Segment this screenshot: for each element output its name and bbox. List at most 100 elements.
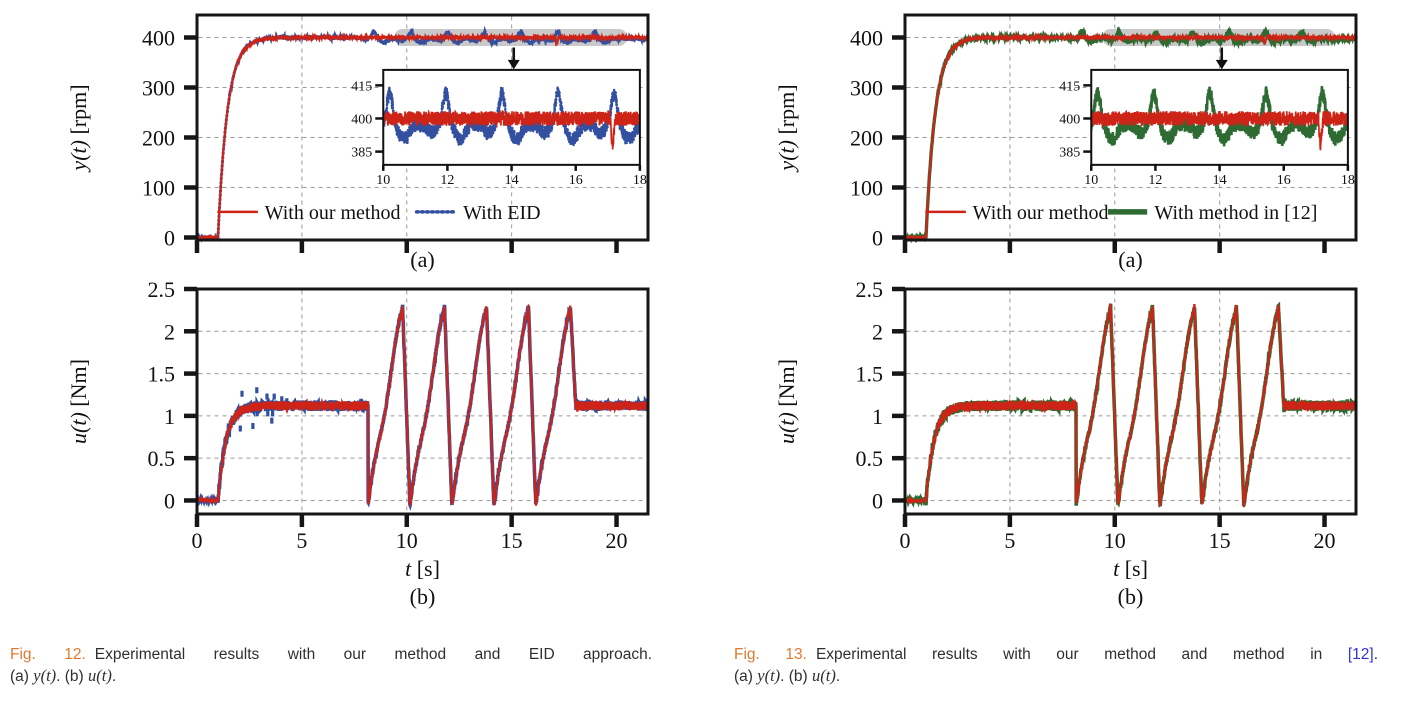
x-tick-label: 10 [1104,528,1126,553]
caption-line-1: Fig. 13. Experimental results with our me… [734,644,1378,665]
arrow-down-icon [507,59,520,70]
inset-x-tick-label: 14 [505,173,519,188]
y-tick-label: 2 [872,319,883,344]
y-tick-label: 1.5 [148,362,176,387]
y-tick-label: 200 [142,126,175,151]
panel-a-label: (a) [410,247,434,272]
series-our-method [196,31,649,242]
y-axis-label: u(t) [Nm] [774,359,799,444]
y-tick-label: 1 [872,404,883,429]
inset-y-tick-label: 415 [1059,79,1080,94]
inset-plot: 385 400 415 10 12 14 16 18 [351,68,647,188]
caption-text: Experimental results with our method and… [94,646,652,663]
legend-label-comparison: With EID [463,202,541,224]
caption-math-symbol: y(t) [33,666,57,685]
y-tick-label: 100 [142,176,175,201]
series-our-method [904,31,1357,242]
y-tick-label: 0 [164,488,175,513]
plot-box [195,287,650,516]
inset-x-tick-label: 12 [440,173,454,188]
x-tick-label: 20 [1314,528,1336,553]
inset-series-comparison [383,84,640,149]
inset-y-tick-label: 385 [351,146,372,161]
x-tick-label: 15 [1209,528,1231,553]
caption-text: Experimental results with our method and… [815,646,1348,663]
inset-y-tick-label: 415 [351,79,372,94]
inset-x-tick-label: 16 [1277,173,1291,188]
caption-figure-number: Fig. 13. [734,646,807,663]
plot-box [195,13,650,242]
x-tick-label: 0 [900,528,911,553]
y-axis-label: y(t) [rpm] [774,84,799,172]
caption-math-symbol: u(t) [812,666,836,685]
inset-y-tick-label: 400 [1059,112,1080,127]
caption-figure-number: Fig. 12. [10,646,86,663]
panel-b: 0 5 10 15 20 0 0.5 1 1.5 2 2.5 u(t) [Nm] t [s] (b) [774,277,1358,609]
y-tick-label: 400 [142,26,175,51]
y-tick-label: 200 [850,126,883,151]
caption-text: . (b) [56,668,89,685]
caption-line-1: Fig. 12. Experimental results with our me… [10,644,652,665]
y-tick-label: 400 [850,26,883,51]
figure-12: 0 100 200 300 400 y(t) [rpm] 385 400 415 10 12 14 16… [10,13,652,687]
legend-label-our-method: With our method [265,202,401,224]
x-tick-label: 0 [192,528,203,553]
x-tick-label: 5 [296,528,307,553]
citation-link[interactable]: [12] [1347,646,1374,663]
inset-x-tick-label: 10 [376,173,390,188]
x-axis-label: t [s] [1113,556,1148,581]
caption-text: . (b) [780,668,813,685]
x-tick-label: 10 [396,528,418,553]
inset-series-our-method [1091,108,1348,151]
figure-13: 0 100 200 300 400 y(t) [rpm] 385 400 415 10 12 14 16… [708,0,1416,703]
legend-label-our-method: With our method [973,202,1109,224]
inset-series-our-method [383,109,640,150]
y-tick-label: 2.5 [856,277,884,302]
y-tick-label: 0 [164,226,175,251]
y-tick-label: 0 [872,226,883,251]
inset-y-tick-label: 400 [351,112,372,127]
plot-box [903,287,1358,516]
y-tick-label: 2 [164,319,175,344]
inset-plot: 385 400 415 10 12 14 16 18 [1059,68,1355,188]
inset-series-group [1091,86,1348,151]
y-tick-label: 0.5 [148,446,176,471]
panel-a: 0 100 200 300 400 y(t) [rpm] 385 400 415 10 12 14 16… [66,13,650,272]
panel-a: 0 100 200 300 400 y(t) [rpm] 385 400 415 10 12 14 16… [774,13,1358,272]
caption-line-2: (a) y(t). (b) u(t). [734,665,1378,687]
inset-series-group [383,84,640,150]
y-axis-label: y(t) [rpm] [66,84,91,172]
x-tick-label: 20 [606,528,628,553]
inset-x-tick-label: 12 [1148,173,1162,188]
y-axis-label: u(t) [Nm] [66,359,91,444]
caption-line-2: (a) y(t). (b) u(t). [10,665,652,687]
panel-a-label: (a) [1118,247,1142,272]
caption-text: (a) [10,668,34,685]
caption-text: (a) [734,668,758,685]
y-tick-label: 0.5 [856,446,884,471]
y-tick-label: 100 [850,176,883,201]
y-tick-label: 1 [164,404,175,429]
inset-x-tick-label: 10 [1084,173,1098,188]
y-tick-label: 300 [142,76,175,101]
figure-13-caption: Fig. 13. Experimental results with our me… [734,644,1378,687]
inset-x-tick-label: 18 [1341,173,1355,188]
panel-b-label: (b) [1118,584,1144,609]
x-tick-label: 15 [501,528,523,553]
panel-b: 0 5 10 15 20 0 0.5 1 1.5 2 2.5 u(t) [Nm] t [s] (b) [66,277,650,609]
y-tick-label: 0 [872,488,883,513]
series-our-method [195,303,650,506]
y-tick-label: 2.5 [148,277,176,302]
x-tick-label: 5 [1004,528,1015,553]
caption-math-symbol: u(t) [88,666,112,685]
series-our-method [903,303,1357,508]
inset-x-tick-label: 16 [569,173,583,188]
caption-text: . [835,668,841,685]
caption-math-symbol: y(t) [757,666,781,685]
inset-x-tick-label: 18 [633,173,647,188]
